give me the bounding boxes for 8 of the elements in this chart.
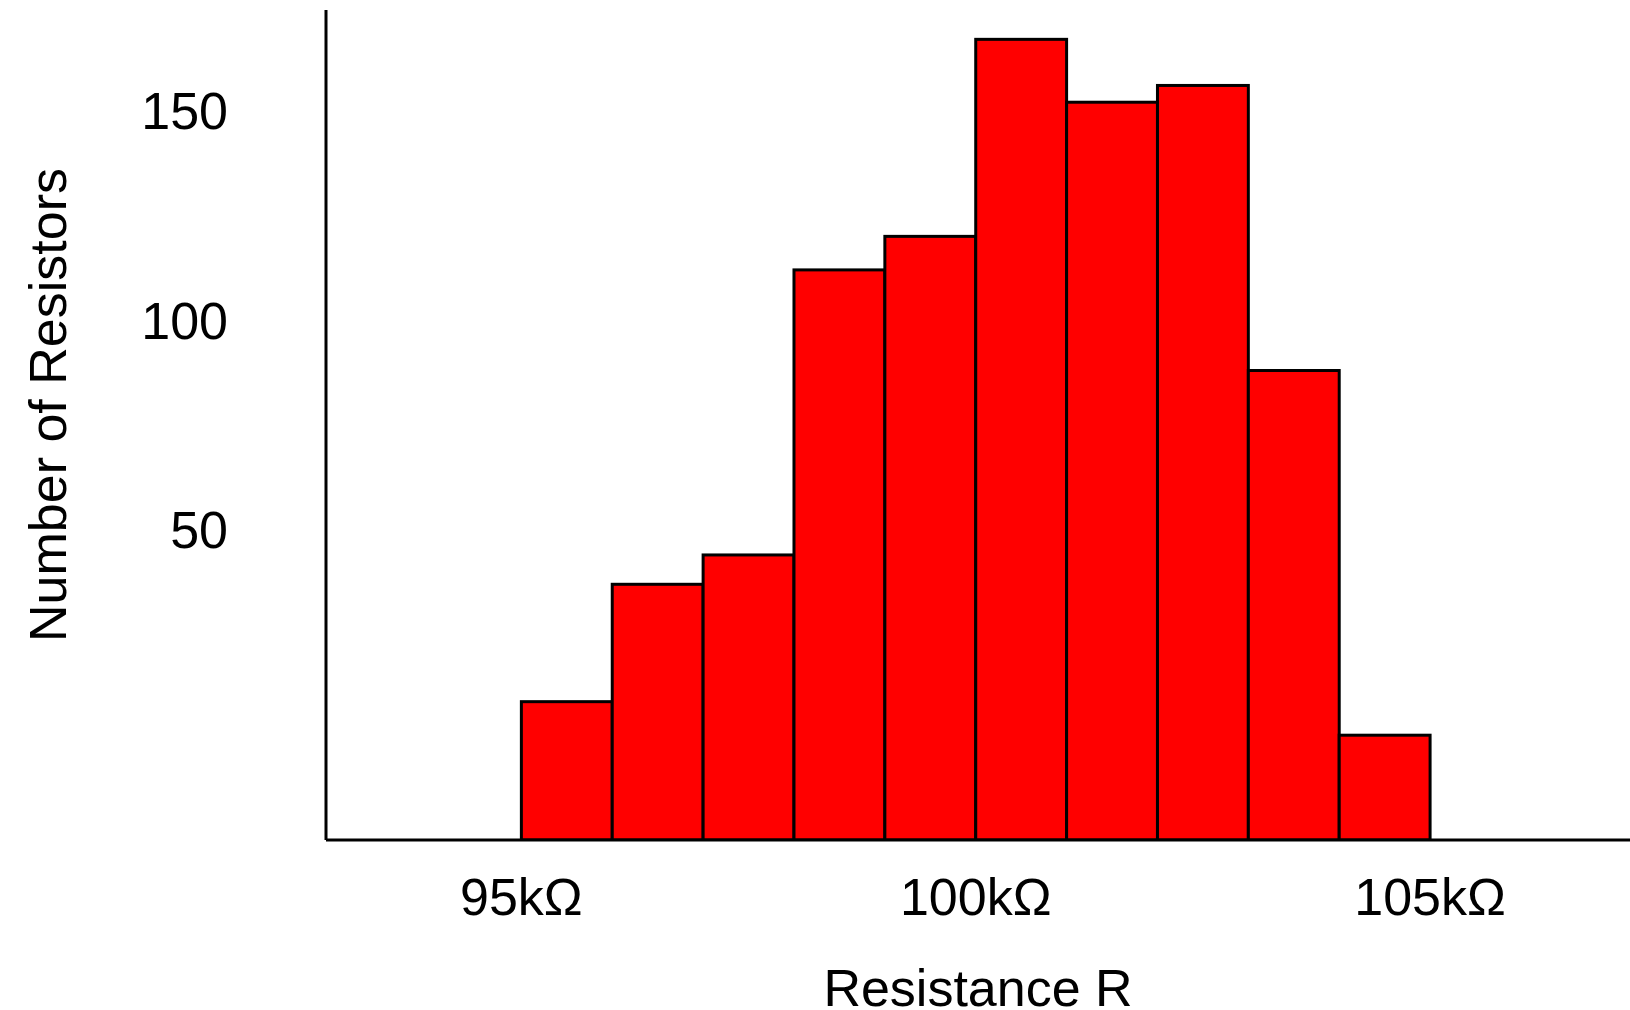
y-tick-label: 150	[141, 82, 228, 141]
x-tick-label: 105kΩ	[1354, 867, 1506, 926]
y-tick-label: 50	[170, 501, 228, 560]
y-axis-title: Number of Resistors	[19, 168, 77, 642]
x-tick-label: 95kΩ	[460, 867, 583, 926]
y-tick-label: 100	[141, 291, 228, 350]
x-axis-title: Resistance R	[823, 959, 1133, 1010]
x-tick-label: 100kΩ	[899, 867, 1052, 926]
